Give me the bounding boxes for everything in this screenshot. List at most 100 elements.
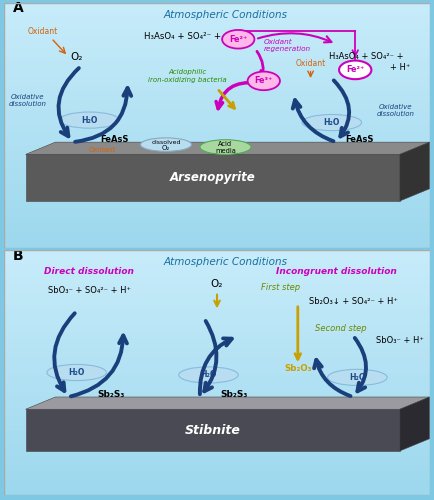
Text: Atmospheric Conditions: Atmospheric Conditions: [164, 10, 287, 20]
Bar: [4, 436, 430, 441]
Bar: [4, 164, 430, 169]
Bar: [4, 490, 430, 495]
Bar: [4, 255, 430, 260]
Ellipse shape: [179, 367, 238, 383]
Text: H₂O: H₂O: [324, 118, 340, 127]
Bar: [4, 135, 430, 140]
Text: First step: First step: [261, 284, 300, 292]
Bar: [4, 480, 430, 485]
Text: Acidophilic
iron-oxidizing bacteria: Acidophilic iron-oxidizing bacteria: [148, 70, 227, 82]
Bar: [4, 446, 430, 451]
Bar: [4, 154, 430, 160]
Bar: [4, 120, 430, 125]
Bar: [4, 76, 430, 81]
Bar: [4, 470, 430, 476]
Text: FeAsS: FeAsS: [101, 135, 129, 144]
Polygon shape: [26, 397, 430, 409]
Bar: [4, 314, 430, 318]
Text: dissolved: dissolved: [151, 140, 181, 144]
Bar: [4, 233, 430, 237]
Text: Second step: Second step: [315, 324, 366, 333]
Bar: [4, 71, 430, 76]
Bar: [4, 280, 430, 284]
Text: Atmospheric Conditions: Atmospheric Conditions: [164, 257, 287, 267]
Bar: [4, 140, 430, 144]
Text: Direct dissolution: Direct dissolution: [44, 268, 135, 276]
Circle shape: [339, 60, 372, 79]
Text: H₃AsO₄ + SO₄²⁻ +: H₃AsO₄ + SO₄²⁻ +: [329, 52, 403, 61]
Text: Oxidant: Oxidant: [296, 59, 326, 68]
Bar: [4, 422, 430, 426]
Bar: [4, 238, 430, 242]
Text: Fe³⁺: Fe³⁺: [255, 76, 273, 86]
Text: B: B: [13, 249, 23, 263]
Bar: [4, 392, 430, 397]
Bar: [4, 294, 430, 299]
Text: H₂O: H₂O: [201, 370, 217, 380]
Bar: [4, 46, 430, 52]
Bar: [4, 426, 430, 432]
Bar: [4, 264, 430, 270]
Text: A: A: [13, 2, 23, 16]
Text: Fe²⁺: Fe²⁺: [346, 66, 365, 74]
Bar: [4, 96, 430, 100]
Bar: [4, 274, 430, 280]
Bar: [4, 476, 430, 480]
Circle shape: [248, 72, 280, 90]
Bar: [4, 328, 430, 334]
Bar: [4, 441, 430, 446]
Bar: [4, 485, 430, 490]
Bar: [4, 17, 430, 22]
Bar: [4, 318, 430, 324]
Bar: [4, 86, 430, 90]
Bar: [4, 144, 430, 150]
Bar: [4, 66, 430, 71]
Polygon shape: [26, 154, 400, 201]
Text: Oxidant
regeneration: Oxidant regeneration: [264, 40, 311, 52]
Ellipse shape: [302, 114, 362, 130]
Bar: [4, 198, 430, 203]
Bar: [4, 397, 430, 402]
Bar: [4, 309, 430, 314]
Bar: [4, 270, 430, 274]
Bar: [4, 8, 430, 12]
Bar: [4, 456, 430, 460]
Bar: [4, 188, 430, 194]
Bar: [4, 56, 430, 62]
Bar: [4, 2, 430, 7]
Bar: [4, 37, 430, 42]
Ellipse shape: [141, 138, 191, 151]
Text: H₂O: H₂O: [81, 116, 98, 124]
Bar: [4, 218, 430, 223]
Bar: [4, 169, 430, 174]
Bar: [4, 90, 430, 96]
Bar: [4, 32, 430, 37]
Bar: [4, 348, 430, 353]
Bar: [4, 407, 430, 412]
Bar: [4, 289, 430, 294]
Bar: [4, 242, 430, 248]
Bar: [4, 12, 430, 17]
Bar: [4, 179, 430, 184]
Text: Oxidative
dissolution: Oxidative dissolution: [9, 94, 47, 107]
Polygon shape: [400, 397, 430, 451]
Bar: [4, 250, 430, 255]
Text: O₂: O₂: [211, 279, 223, 289]
Bar: [4, 338, 430, 343]
Circle shape: [222, 30, 254, 48]
Text: Sb₂O₃: Sb₂O₃: [284, 364, 312, 374]
Bar: [4, 451, 430, 456]
Bar: [4, 125, 430, 130]
Text: Sb₂S₃: Sb₂S₃: [220, 390, 248, 399]
Text: Stibnite: Stibnite: [185, 424, 241, 436]
Text: Sb₂O₃↓ + SO₄²⁻ + H⁺: Sb₂O₃↓ + SO₄²⁻ + H⁺: [309, 297, 398, 306]
Bar: [4, 387, 430, 392]
Bar: [4, 416, 430, 422]
Text: Oxidative
dissolution: Oxidative dissolution: [377, 104, 414, 117]
Bar: [4, 368, 430, 372]
Bar: [4, 81, 430, 86]
Text: Arsenopyrite: Arsenopyrite: [170, 171, 256, 184]
Bar: [4, 106, 430, 110]
Text: Sb₂S₃: Sb₂S₃: [97, 390, 125, 399]
Text: O₂: O₂: [162, 146, 170, 152]
